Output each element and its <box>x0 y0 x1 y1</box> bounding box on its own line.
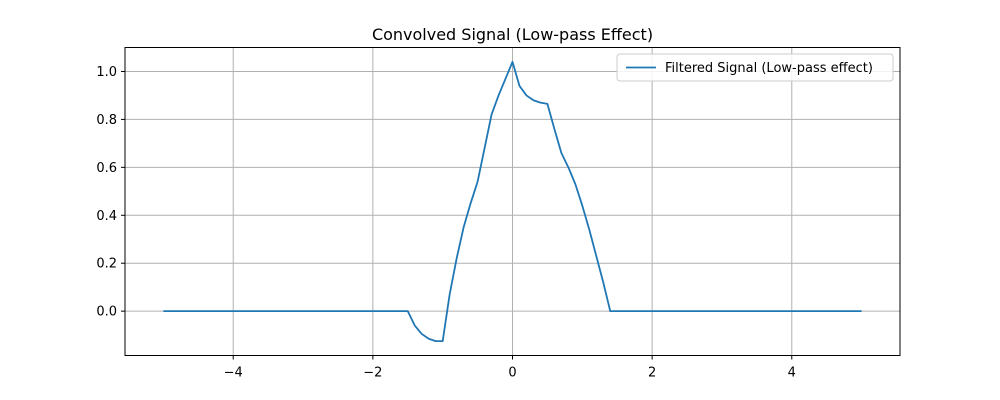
x-tick-label: 2 <box>648 366 656 381</box>
x-tick-label: 4 <box>788 366 796 381</box>
legend-box <box>616 53 894 82</box>
x-tick-label: −4 <box>224 366 243 381</box>
y-tick-label: 0.6 <box>96 161 117 176</box>
y-tick-label: 0.0 <box>96 305 117 320</box>
y-tick-label: 1.0 <box>96 65 117 80</box>
y-tick-label: 0.8 <box>96 113 117 128</box>
legend-label: Filtered Signal (Low-pass effect) <box>665 61 873 76</box>
x-tick-label: −2 <box>363 366 382 381</box>
series-layer <box>163 60 862 343</box>
chart-title: Convolved Signal (Low-pass Effect) <box>372 25 653 44</box>
x-tick-label: 0 <box>508 366 516 381</box>
series-line <box>163 60 862 343</box>
grid-lines <box>125 47 900 356</box>
y-tick-label: 0.2 <box>96 257 117 272</box>
y-tick-label: 0.4 <box>96 209 117 224</box>
legend: Filtered Signal (Low-pass effect) <box>616 53 894 82</box>
axis-ticks: −4 −2 0 2 4 0.0 0.2 0.4 0.6 0.8 1.0 <box>96 65 796 381</box>
